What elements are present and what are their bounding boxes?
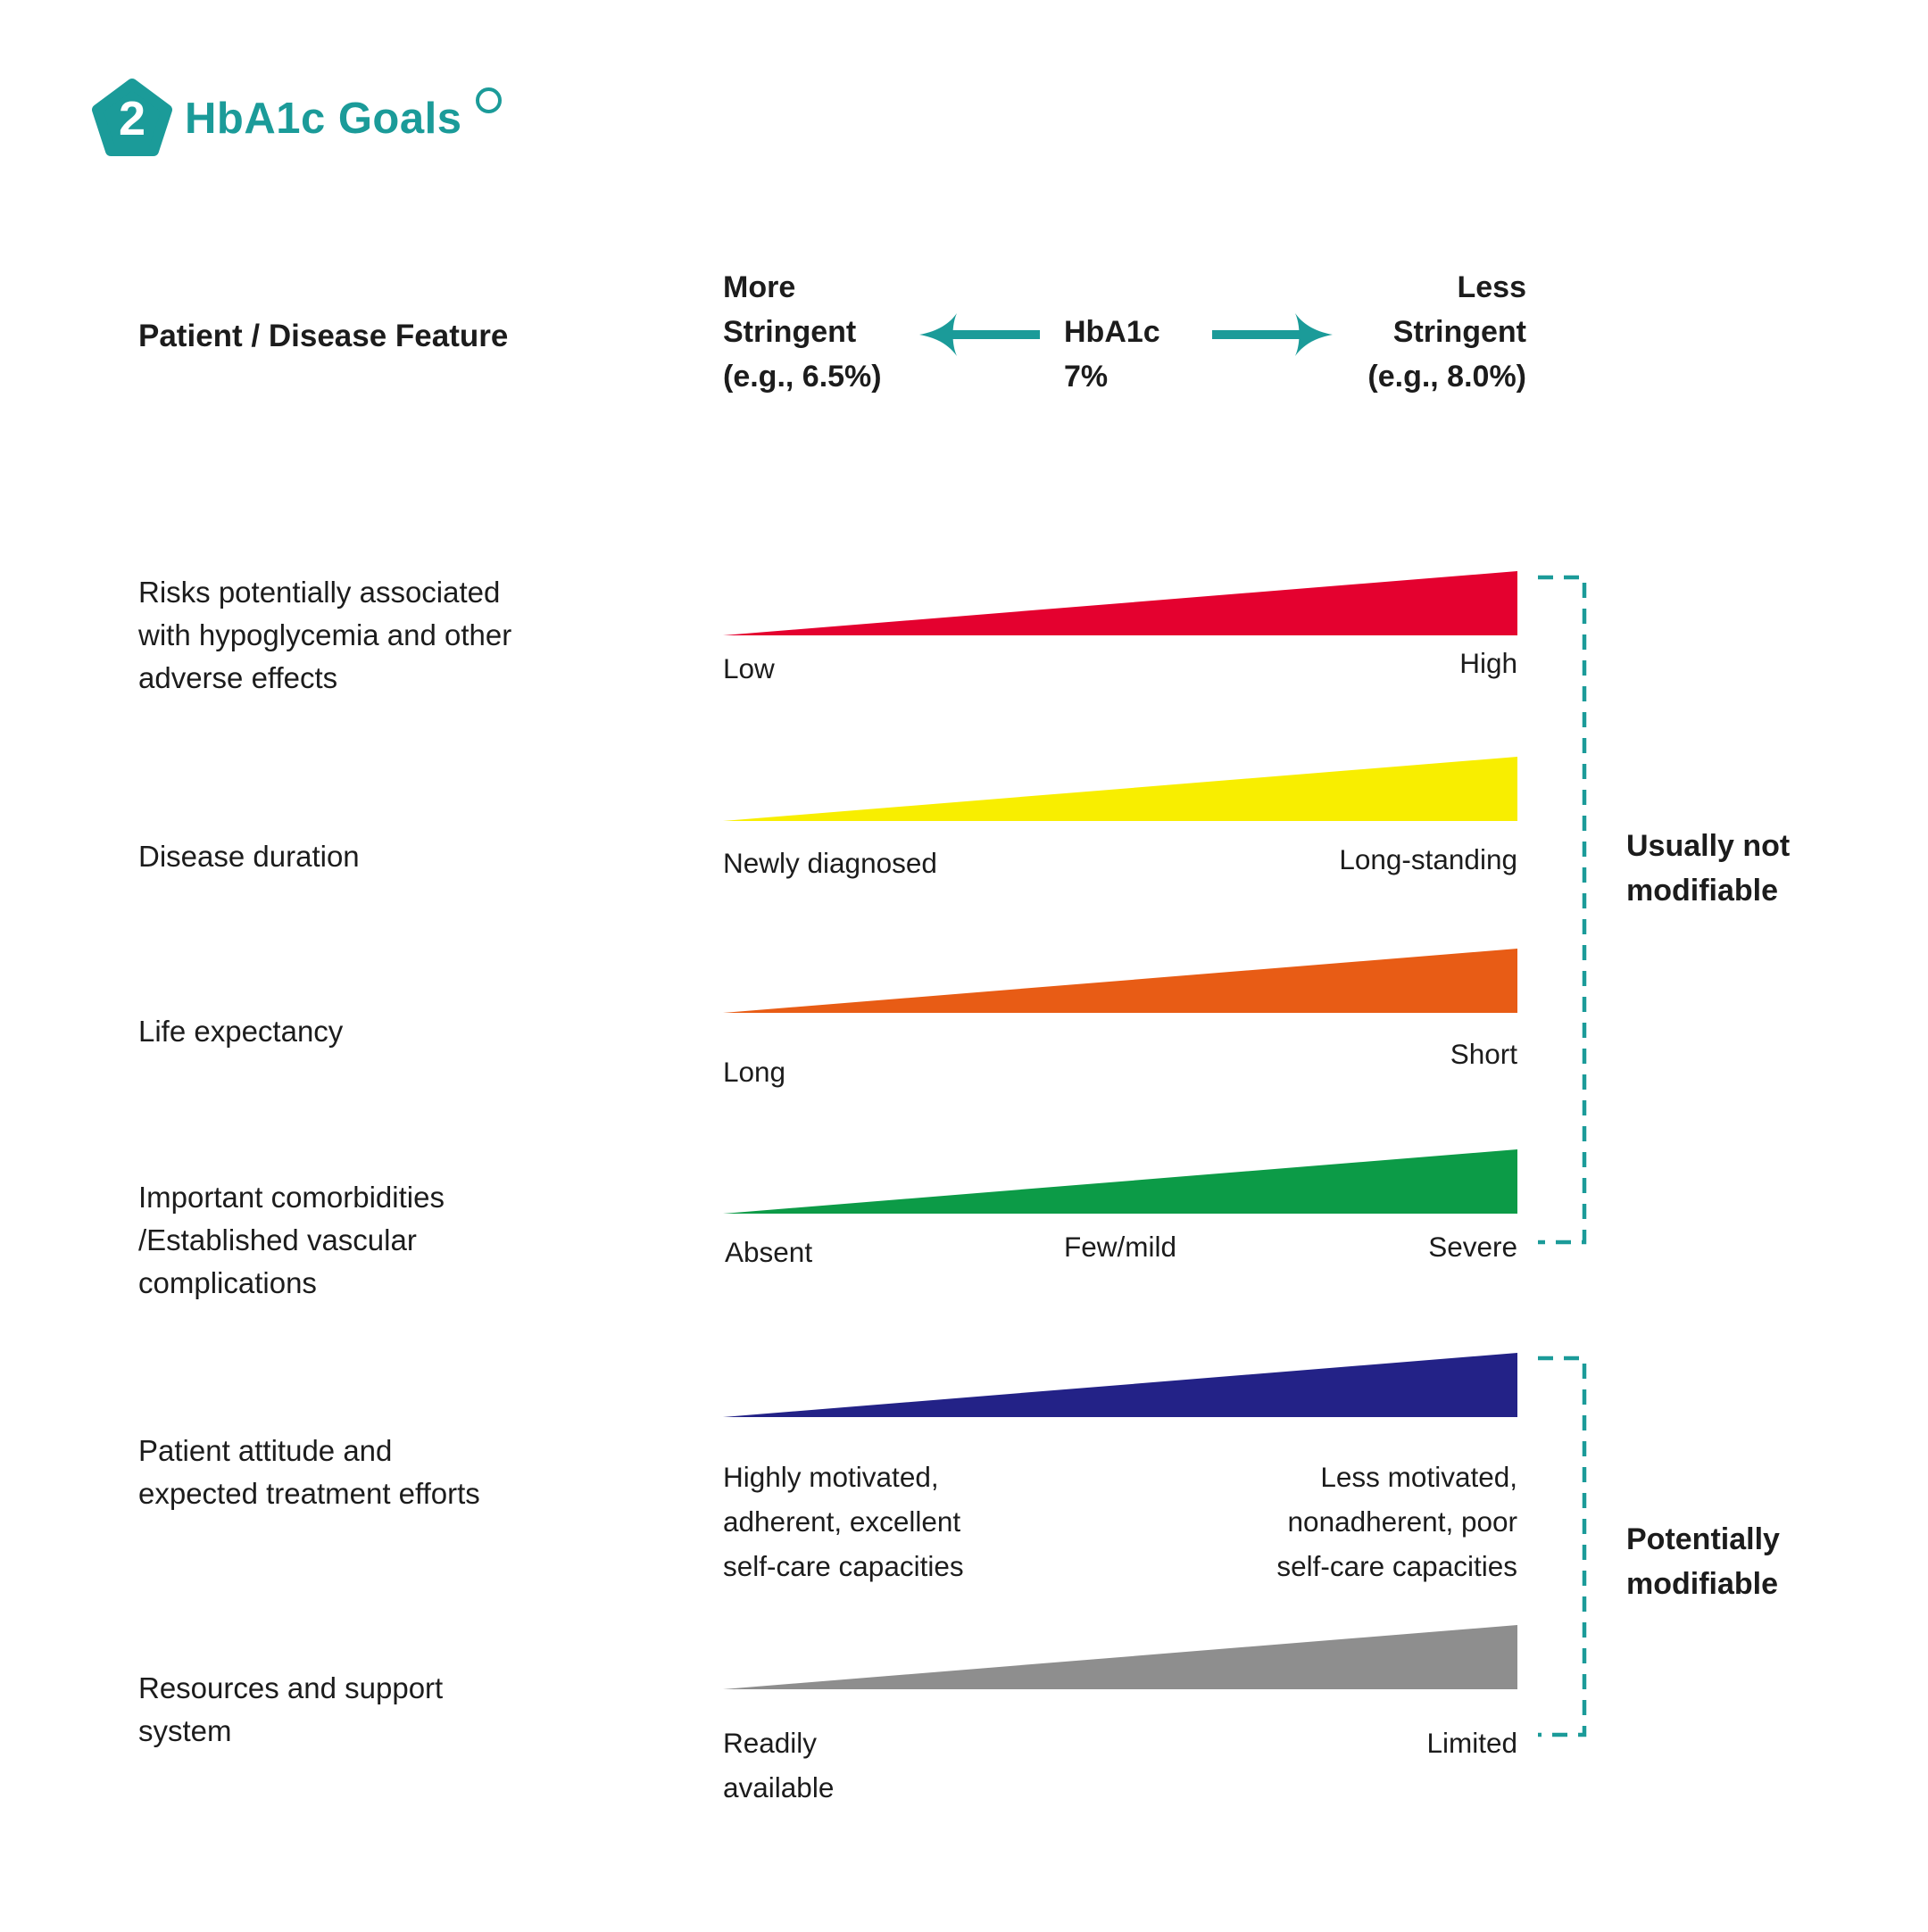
page-title: HbA1c Goals: [185, 87, 503, 144]
scale-label-limited: Limited: [1426, 1727, 1517, 1759]
feature-label-risks: Risks potentially associated with hypogl…: [138, 576, 512, 694]
feature-label-attitude: Patient attitude and expected treatment …: [138, 1434, 480, 1510]
potentially-modifiable-label: Potentially modifiable: [1626, 1522, 1780, 1601]
right-arrow-icon: [1212, 310, 1333, 360]
scale-label-short: Short: [1450, 1038, 1517, 1070]
footnote-ring-icon: [476, 87, 503, 113]
scale-label-highly-motivated: Highly motivated, adherent, excellent se…: [723, 1461, 964, 1582]
feature-column-header: Patient / Disease Feature: [138, 319, 509, 353]
scale-label-low: Low: [723, 652, 775, 684]
resources-gradient-triangle: [723, 1625, 1517, 1689]
scale-label-long: Long: [723, 1056, 786, 1088]
modifiability-brackets: [1531, 569, 1602, 1747]
left-arrow-icon: [919, 310, 1040, 360]
life-expectancy-gradient-triangle: [723, 949, 1517, 1013]
step-number: 2: [118, 92, 146, 145]
comorbidities-gradient-triangle: [723, 1149, 1517, 1214]
feature-label-comorbidities: Important comorbidities /Established vas…: [138, 1181, 445, 1299]
scale-label-long-standing: Long-standing: [1339, 843, 1517, 875]
attitude-gradient-triangle: [723, 1353, 1517, 1417]
scale-label-readily-available: Readily available: [723, 1727, 835, 1803]
duration-gradient-triangle: [723, 757, 1517, 821]
scale-label-high: High: [1459, 647, 1517, 679]
more-stringent-header: More Stringent (e.g., 6.5%): [723, 270, 882, 394]
less-stringent-header: Less Stringent (e.g., 8.0%): [1367, 270, 1526, 394]
scale-label-absent: Absent: [725, 1236, 813, 1268]
feature-label-life-expectancy: Life expectancy: [138, 1015, 344, 1048]
scale-label-severe: Severe: [1428, 1231, 1517, 1263]
feature-label-resources: Resources and support system: [138, 1671, 444, 1747]
scale-label-less-motivated: Less motivated, nonadherent, poor self-c…: [1276, 1461, 1517, 1582]
usually-not-modifiable-bracket: [1538, 575, 1587, 1245]
feature-label-duration: Disease duration: [138, 840, 360, 873]
hba1c-center-label: HbA1c 7%: [1064, 315, 1160, 394]
step-badge: 2: [92, 77, 172, 159]
pentagon-badge-icon: [92, 79, 172, 156]
scale-label-newly-diagnosed: Newly diagnosed: [723, 847, 937, 879]
usually-not-modifiable-label: Usually not modifiable: [1626, 829, 1791, 908]
scale-label-few-mild: Few/mild: [1063, 1231, 1176, 1263]
risk-gradient-triangle: [723, 571, 1517, 635]
potentially-modifiable-bracket: [1538, 1356, 1587, 1737]
